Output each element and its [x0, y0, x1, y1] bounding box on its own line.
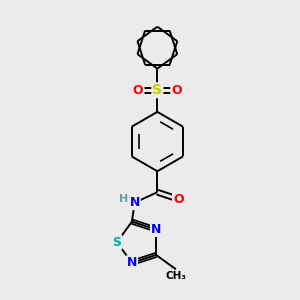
Text: H: H — [119, 194, 128, 204]
Text: S: S — [112, 236, 122, 249]
Text: O: O — [171, 84, 182, 97]
Text: O: O — [173, 193, 184, 206]
Text: S: S — [152, 83, 162, 97]
Text: O: O — [133, 84, 143, 97]
Text: N: N — [130, 196, 140, 209]
Text: N: N — [127, 256, 137, 269]
Text: N: N — [151, 223, 161, 236]
Text: CH₃: CH₃ — [165, 271, 186, 281]
